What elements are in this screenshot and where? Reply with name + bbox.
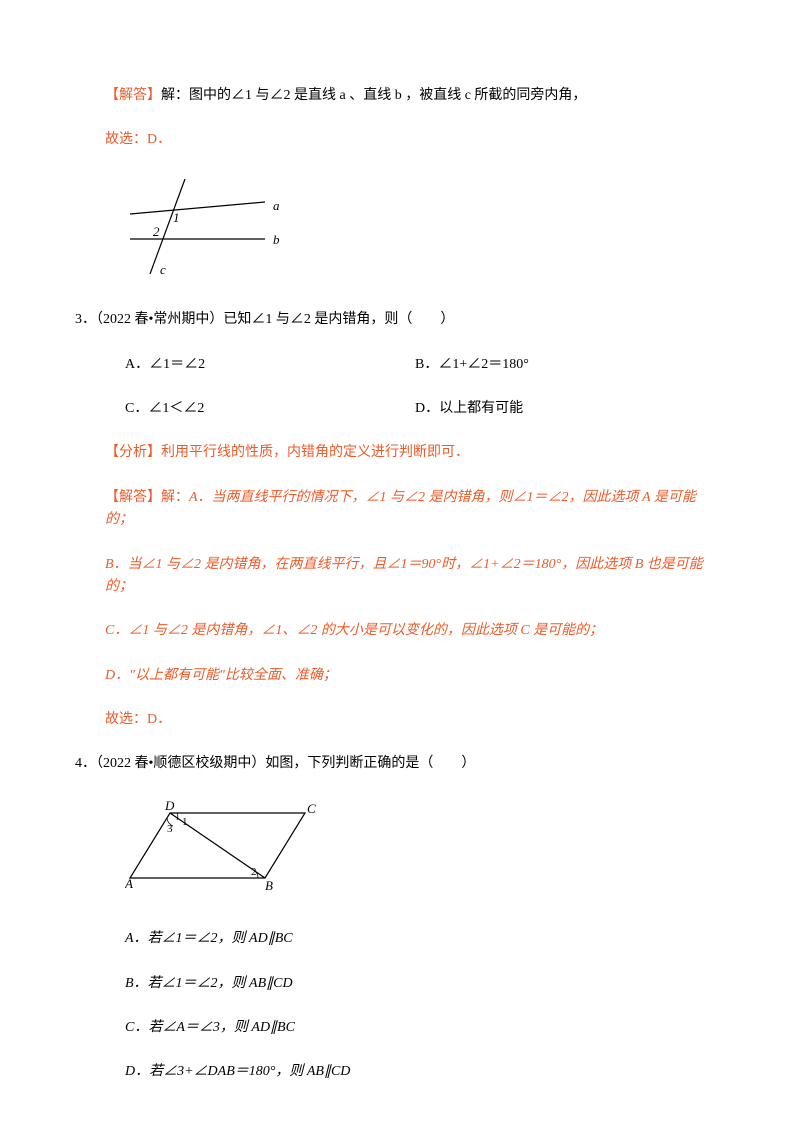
vertex-B: B <box>265 878 273 893</box>
question3-stem: 3．（2022 春•常州期中）已知∠1 与∠2 是内错角，则（ ） <box>75 309 719 331</box>
angle3: 3 <box>167 823 173 835</box>
solve-intro: 解： <box>161 490 189 505</box>
diagram-angles-abc: 1 2 a b c <box>125 174 719 287</box>
q3-optionC: C．∠1＜∠2 <box>125 398 415 420</box>
q4-text: 如图，下列判断正确的是（ ） <box>265 756 475 771</box>
q3-options-row1: A．∠1＝∠2 B．∠1+∠2＝180° <box>125 354 719 376</box>
q3-optionD: D．以上都有可能 <box>415 398 719 420</box>
angle1-label: 1 <box>173 210 180 225</box>
q4-optionB: B．若∠1＝∠2，则 AB∥CD <box>125 973 719 995</box>
q3-analysis: 【分析】利用平行线的性质，内错角的定义进行判断即可． <box>105 442 719 464</box>
line-a-label: a <box>273 198 280 213</box>
q3-solve-C: C．∠1 与∠2 是内错角，∠1、∠2 的大小是可以变化的，因此选项 C 是可能… <box>105 620 719 642</box>
line-b-label: b <box>273 232 280 247</box>
vertex-A: A <box>125 876 133 891</box>
solve-label: 【解答】 <box>105 88 161 103</box>
angle1: 1 <box>182 816 188 828</box>
q3-optionB: B．∠1+∠2＝180° <box>415 354 719 376</box>
q4-source: （2022 春•顺德区校级期中） <box>96 756 265 771</box>
angle2-label: 2 <box>153 224 160 239</box>
diagram-parallelogram: D C A B 1 3 2 <box>125 798 719 906</box>
q3-options-row2: C．∠1＜∠2 D．以上都有可能 <box>125 398 719 420</box>
q3-solve-D: D．"以上都有可能"比较全面、准确； <box>105 665 719 687</box>
vertex-D: D <box>164 798 175 813</box>
vertex-C: C <box>307 801 316 816</box>
analysis-text: 利用平行线的性质，内错角的定义进行判断即可． <box>161 445 469 460</box>
q3-solve-B: B．当∠1 与∠2 是内错角，在两直线平行，且∠1＝90°时，∠1+∠2＝180… <box>105 554 719 599</box>
q3-solve-A: 【解答】解：A．当两直线平行的情况下，∠1 与∠2 是内错角，则∠1＝∠2，因此… <box>105 487 719 532</box>
solution2-conclusion: 故选：D． <box>105 129 719 151</box>
question4-stem: 4．（2022 春•顺德区校级期中）如图，下列判断正确的是（ ） <box>75 753 719 775</box>
q4-number: 4． <box>75 756 96 771</box>
solve-A-text: A．当两直线平行的情况下，∠1 与∠2 是内错角，则∠1＝∠2，因此选项 A 是… <box>105 490 696 527</box>
q4-optionC: C．若∠A＝∠3，则 AD∥BC <box>125 1017 719 1039</box>
q3-optionA: A．∠1＝∠2 <box>125 354 415 376</box>
solution2-solve: 【解答】解：图中的∠1 与∠2 是直线 a 、直线 b ，被直线 c 所截的同旁… <box>105 85 719 107</box>
q4-optionD: D．若∠3+∠DAB＝180°，则 AB∥CD <box>125 1061 719 1083</box>
solve-text: 解：图中的∠1 与∠2 是直线 a 、直线 b ，被直线 c 所截的同旁内角， <box>161 88 586 103</box>
q3-source: （2022 春•常州期中） <box>96 312 223 327</box>
line-c-label: c <box>160 262 166 277</box>
q3-number: 3． <box>75 312 96 327</box>
analysis-label: 【分析】 <box>105 445 161 460</box>
q4-optionA: A．若∠1＝∠2，则 AD∥BC <box>125 928 719 950</box>
q3-text: 已知∠1 与∠2 是内错角，则（ ） <box>223 312 454 327</box>
q3-conclusion: 故选：D． <box>105 709 719 731</box>
solve-label: 【解答】 <box>105 490 161 505</box>
